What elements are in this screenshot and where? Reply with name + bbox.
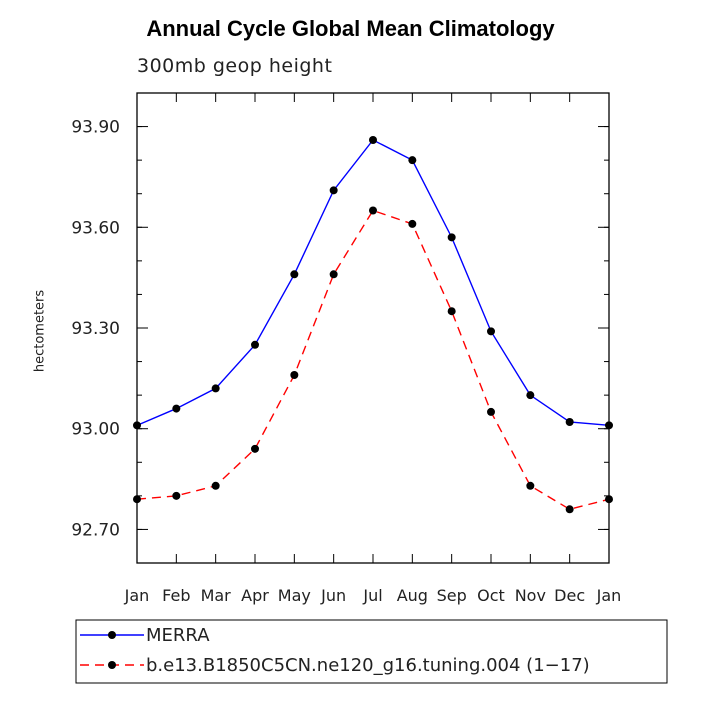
y-tick-label: 93.30: [71, 319, 120, 339]
series-1-point: [251, 340, 259, 349]
x-tick-label: Feb: [162, 586, 190, 605]
legend-box: [75, 619, 668, 684]
series-2-point: [605, 495, 613, 504]
series-1-point: [172, 404, 181, 413]
series-2-point: [408, 219, 417, 228]
x-tick-label: Oct: [477, 586, 505, 605]
series-2-point: [251, 444, 259, 453]
series-1-point: [605, 421, 613, 430]
series-2-point: [329, 270, 338, 279]
x-tick-label: Jun: [320, 586, 346, 605]
series-2-point: [133, 495, 141, 504]
series-1-point: [487, 327, 495, 336]
x-tick-label: Dec: [554, 586, 585, 605]
y-tick-label: 93.90: [71, 118, 120, 138]
x-tick-label: Jan: [596, 586, 622, 605]
series-line-1: [136, 139, 610, 427]
x-tick-label: Nov: [515, 586, 546, 605]
x-tick-label: Jul: [362, 586, 382, 605]
x-tick-label: Aug: [397, 586, 428, 605]
series-2-point: [447, 307, 456, 316]
x-tick-label: May: [278, 586, 311, 605]
plot-frame: [136, 92, 610, 564]
series-1-point: [133, 421, 141, 430]
y-tick-label: 93.60: [71, 218, 120, 238]
series-2-point: [211, 481, 220, 490]
series-1-point: [447, 233, 456, 242]
x-tick-label: Mar: [201, 586, 232, 605]
series-2-point: [565, 505, 574, 514]
series-2-point: [487, 407, 495, 416]
series-line-2: [136, 209, 610, 511]
series-1-point: [408, 156, 417, 165]
series-1-point: [329, 186, 338, 195]
x-tick-label: Jan: [124, 586, 150, 605]
x-tick-label: Apr: [241, 586, 269, 605]
legend-entry: b.e13.B1850C5CN.ne120_g16.tuning.004 (1−…: [146, 655, 590, 676]
chart-subtitle: 300mb geop height: [137, 55, 333, 77]
y-tick-label: 92.70: [71, 520, 120, 540]
legend-swatch-marker: [108, 661, 116, 669]
series-1-point: [526, 391, 535, 400]
y-tick-label: 93.00: [71, 420, 120, 440]
series-2-point: [369, 206, 377, 215]
series-1-point: [565, 418, 574, 426]
series-1-point: [290, 270, 299, 279]
series-2-point: [526, 481, 535, 490]
series-2-point: [290, 371, 299, 379]
x-tick-label: Sep: [437, 586, 467, 605]
series-2-point: [172, 491, 181, 500]
legend-entry: MERRA: [146, 625, 210, 646]
legend-swatch-marker: [108, 631, 116, 639]
series-1-point: [369, 136, 377, 144]
series-1-point: [211, 384, 220, 393]
chart-title: Annual Cycle Global Mean Climatology: [146, 16, 555, 41]
